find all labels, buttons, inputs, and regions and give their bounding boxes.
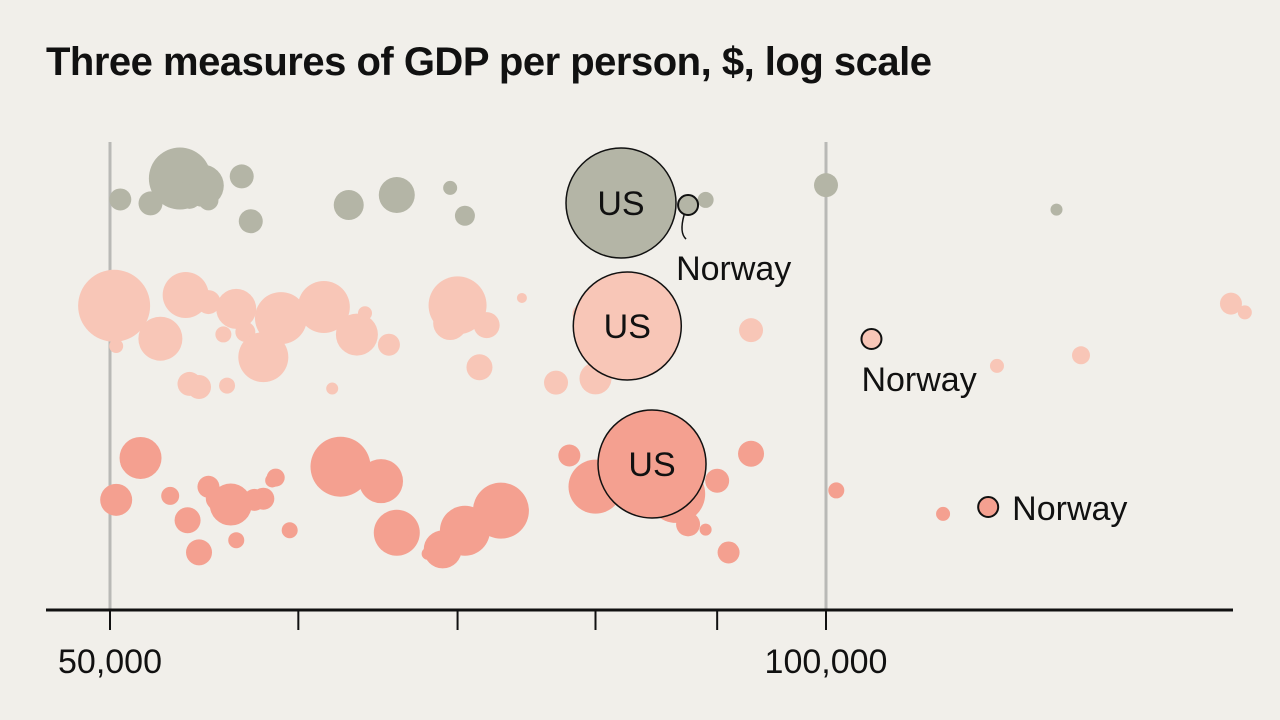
highlight-layer: US US US Norway Norway Norway	[565, 147, 1127, 528]
point-measure3-37	[828, 482, 845, 499]
point-measure2-9	[219, 377, 236, 394]
x-tick-label-0: 50,000	[58, 643, 162, 681]
norway-dot-measure3	[977, 496, 1000, 518]
point-measure2-1	[109, 339, 124, 354]
norway-dot-measure1	[677, 194, 700, 216]
point-measure3-34	[705, 468, 730, 493]
point-measure2-32	[739, 318, 764, 343]
point-measure3-32	[676, 512, 701, 537]
point-measure3-36	[738, 440, 765, 467]
point-measure3-11	[228, 532, 245, 549]
point-measure3-16	[281, 522, 298, 539]
point-measure2-25	[516, 292, 527, 303]
point-measure2-24	[474, 313, 499, 338]
point-measure1-15	[814, 173, 838, 198]
point-measure2-34	[1071, 346, 1090, 365]
point-measure2-21	[428, 276, 487, 335]
point-measure2-35	[1219, 292, 1242, 315]
point-measure1-11	[454, 205, 475, 226]
point-measure2-10	[216, 288, 257, 329]
x-tick-label-1: 100,000	[765, 643, 888, 681]
point-measure3-38	[936, 506, 951, 521]
point-measure2-26	[544, 370, 569, 395]
point-measure3-5	[174, 507, 201, 534]
point-measure3-10	[223, 489, 242, 508]
point-measure2-33	[989, 358, 1004, 373]
point-measure2-8	[215, 326, 232, 343]
point-measure2-22	[466, 354, 493, 381]
us-label-measure3: US	[628, 446, 675, 484]
norway-leader-line	[681, 214, 687, 240]
point-measure1-14	[697, 191, 714, 208]
point-measure2-7	[196, 290, 221, 315]
point-measure2-4	[162, 272, 209, 319]
point-measure2-18	[357, 306, 372, 321]
point-measure1-16	[1050, 203, 1063, 216]
point-measure2-0	[78, 269, 151, 342]
norway-label-measure2: Norway	[861, 361, 976, 399]
point-measure1-7	[238, 209, 263, 234]
point-measure2-17	[335, 313, 378, 356]
norway-label-measure3: Norway	[1012, 490, 1127, 528]
point-measure3-33	[699, 523, 712, 536]
point-measure3-17	[310, 436, 371, 497]
point-measure3-26	[472, 482, 529, 539]
chart-title: Three measures of GDP per person, $, log…	[46, 40, 932, 84]
point-measure1-0	[109, 188, 132, 211]
point-measure1-5	[198, 190, 219, 211]
point-measure2-19	[377, 333, 400, 356]
point-measure3-3	[161, 486, 180, 505]
point-measure1-10	[443, 180, 458, 195]
us-bubble-measure2	[572, 271, 683, 381]
point-measure2-15	[297, 281, 350, 334]
point-measure2-14	[254, 292, 307, 345]
point-measure3-13	[252, 487, 275, 510]
point-measure3-19	[373, 509, 420, 556]
point-measure3-0	[100, 483, 133, 516]
point-measure3-18	[359, 459, 404, 504]
point-measure3-6	[186, 539, 213, 566]
point-measure1-9	[378, 177, 415, 214]
point-measure1-4	[177, 184, 202, 209]
norway-dot-measure2	[860, 328, 883, 350]
norway-label-measure1: Norway	[676, 250, 791, 288]
us-bubble-measure3	[597, 409, 707, 519]
grid-layer	[108, 142, 828, 610]
point-measure3-2	[119, 436, 162, 479]
us-label-measure1: US	[597, 185, 644, 223]
point-measure1-6	[229, 164, 254, 189]
point-measure2-6	[187, 374, 212, 399]
point-measure3-35	[717, 541, 740, 564]
point-measure2-2	[138, 316, 183, 361]
us-bubble-measure1	[565, 147, 677, 259]
point-measure2-13	[238, 332, 289, 383]
point-measure3-15	[266, 468, 285, 487]
point-measure3-27	[558, 444, 581, 467]
point-measure2-36	[1237, 305, 1252, 320]
point-measure2-16	[326, 382, 339, 395]
x-axis: 50,000 100,000	[46, 608, 1233, 681]
us-label-measure2: US	[604, 308, 651, 346]
point-measure3-20	[396, 534, 413, 551]
point-measure1-8	[333, 190, 364, 221]
